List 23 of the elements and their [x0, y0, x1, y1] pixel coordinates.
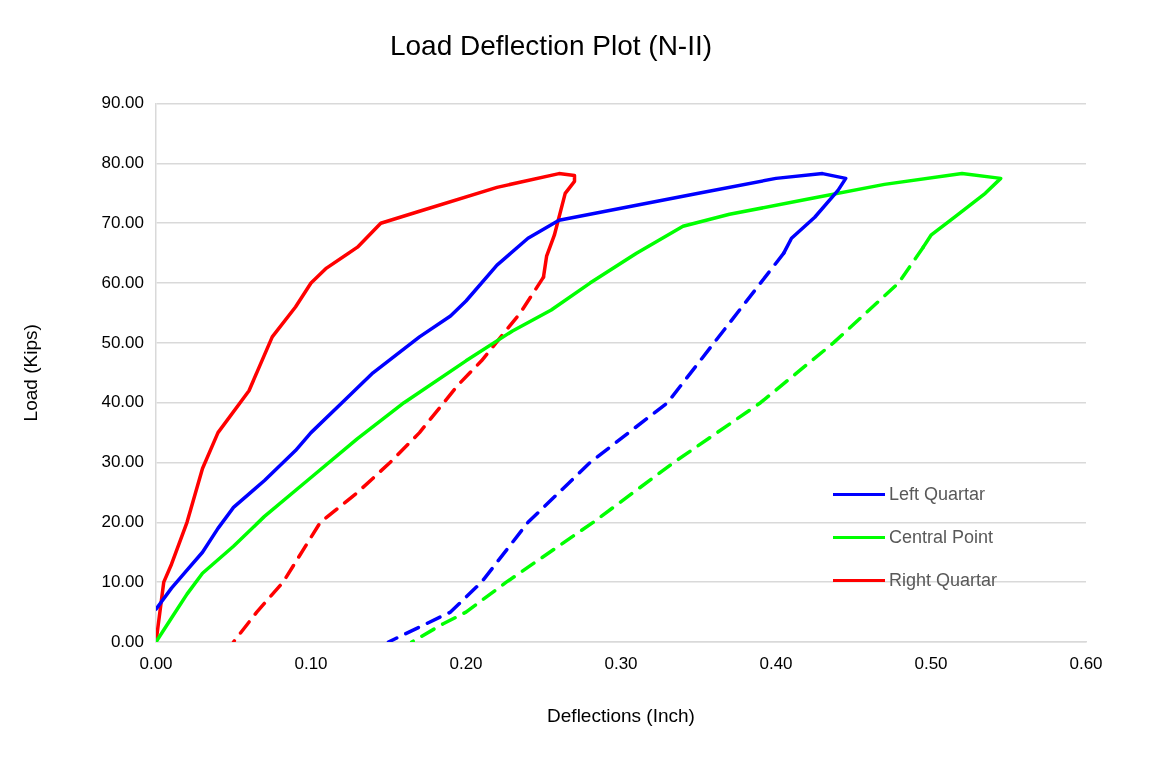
x-tick-label: 0.00 — [139, 653, 173, 673]
x-tick-label: 0.40 — [759, 653, 793, 673]
legend-label: Right Quartar — [889, 570, 998, 591]
y-tick-label: 50.00 — [101, 332, 144, 352]
y-tick-label: 30.00 — [101, 452, 144, 472]
legend-label: Central Point — [889, 527, 994, 548]
y-tick-label: 40.00 — [101, 392, 144, 412]
legend-label: Left Quartar — [889, 484, 986, 505]
x-tick-label: 0.30 — [604, 653, 638, 673]
y-tick-label: 0.00 — [110, 631, 144, 651]
x-tick-label: 0.60 — [1069, 653, 1103, 673]
y-tick-label: 10.00 — [101, 571, 144, 591]
y-tick-label: 60.00 — [101, 272, 144, 292]
chart-title: Load Deflection Plot (N-II) — [389, 29, 713, 61]
x-tick-label: 0.20 — [449, 653, 483, 673]
x-tick-label: 0.10 — [294, 653, 328, 673]
x-tick-label: 0.50 — [914, 653, 948, 673]
y-axis-title: Load (Kips) — [19, 324, 41, 422]
y-tick-label: 20.00 — [101, 512, 144, 532]
y-tick-label: 80.00 — [101, 153, 144, 173]
y-tick-label: 90.00 — [101, 93, 144, 113]
x-axis-title: Deflections (Inch) — [547, 704, 695, 726]
y-tick-label: 70.00 — [101, 212, 144, 232]
